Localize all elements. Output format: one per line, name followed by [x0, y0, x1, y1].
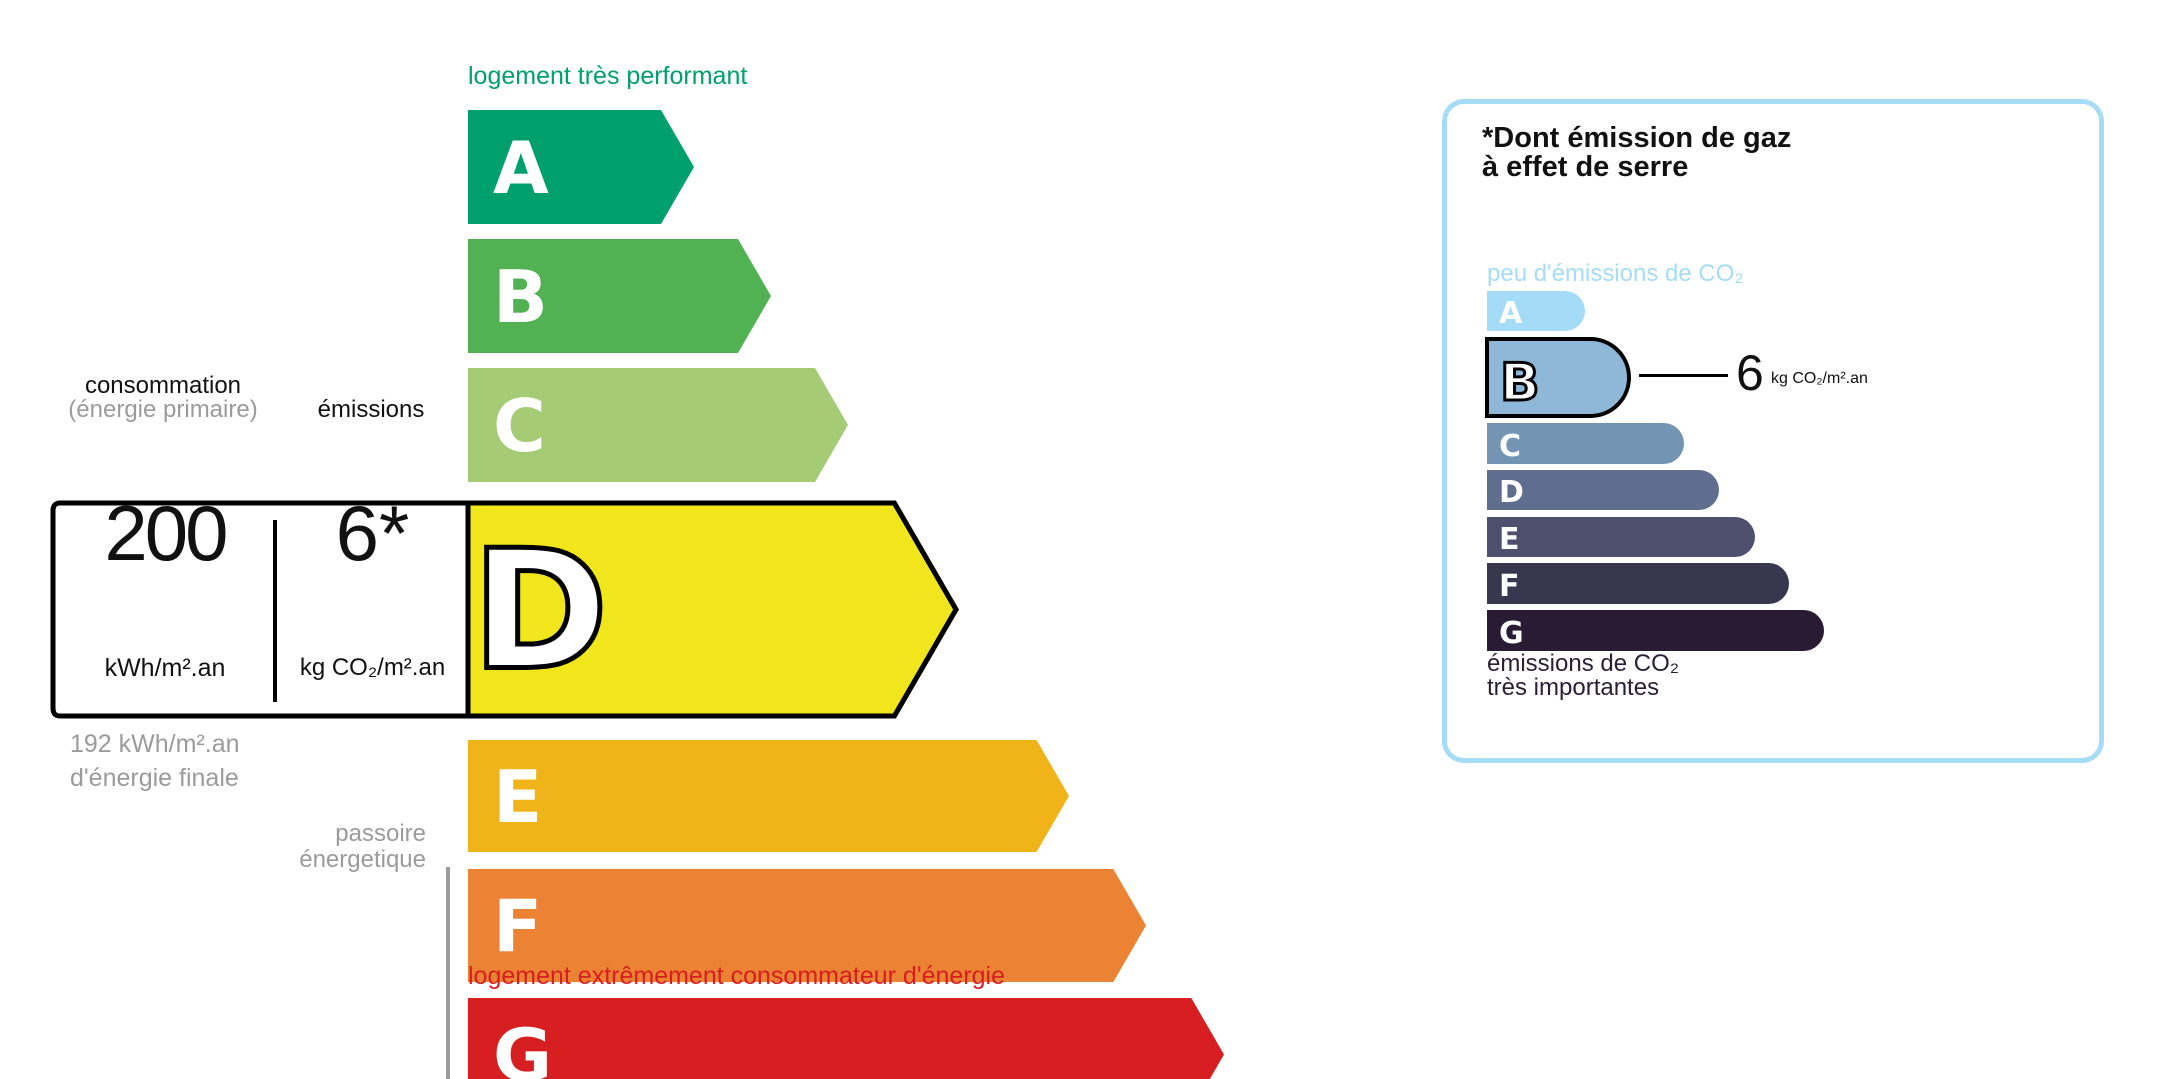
passoire-label-2: énergetique	[299, 846, 426, 873]
energy-letter-G: G	[493, 1014, 552, 1079]
emissions-value: 6*	[335, 489, 410, 577]
final-energy-value: 192 kWh/m².an	[70, 730, 240, 758]
emissions-unit: kg CO₂/m².an	[299, 654, 446, 681]
energy-bottom-label: logement extrêmement consommateur d'éner…	[468, 962, 1005, 990]
consumption-unit: kWh/m².an	[104, 654, 226, 682]
consumption-label: consommation	[84, 372, 242, 399]
consumption-sublabel: (énergie primaire)	[68, 396, 258, 423]
energy-letter-D: D	[472, 515, 609, 707]
energy-bar-G	[468, 998, 1224, 1079]
energy-bar-A	[468, 110, 694, 224]
energy-letter-F: F	[493, 885, 542, 969]
ges-panel	[1442, 99, 2104, 763]
ges-title-line1: *Dont émission de gaz	[1482, 122, 1792, 154]
energy-top-label: logement très performant	[468, 62, 748, 90]
passoire-label-1: passoire	[335, 820, 426, 847]
energy-letter-C: C	[493, 384, 546, 468]
ges-top-label: peu d'émissions de CO₂	[1487, 260, 1744, 287]
consumption-value: 200	[104, 489, 228, 577]
energy-bar-C	[468, 368, 848, 482]
energy-letter-B: B	[493, 255, 548, 339]
ges-title-line2: à effet de serre	[1482, 151, 1689, 183]
energy-bar-D	[465, 500, 959, 719]
energy-bar-F	[468, 869, 1146, 982]
energy-bar-B	[468, 239, 771, 353]
ges-bottom-label-1: émissions de CO₂	[1487, 650, 1680, 677]
final-energy-label: d'énergie finale	[70, 764, 239, 792]
energy-letter-A: A	[493, 126, 549, 210]
energy-letter-E: E	[493, 755, 542, 839]
ges-bottom-label-2: très importantes	[1487, 674, 1660, 701]
ges-unit: kg CO₂/m².an	[1771, 370, 1868, 387]
ges-value: 6	[1736, 345, 1764, 401]
emissions-label: émissions	[317, 396, 425, 423]
energy-bar-E	[468, 740, 1069, 852]
